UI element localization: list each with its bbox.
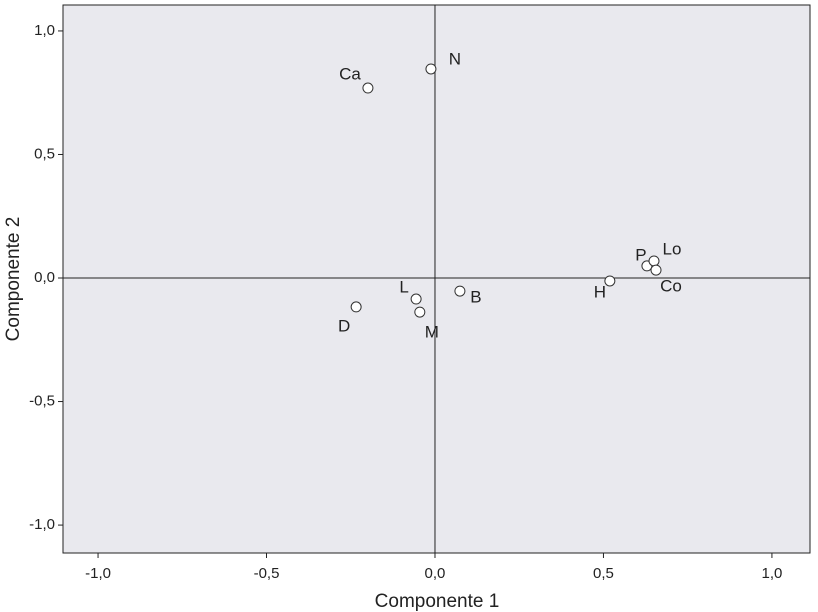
point bbox=[414, 306, 426, 318]
y-tick-label: 0,5 bbox=[34, 145, 55, 162]
point bbox=[362, 82, 374, 94]
x-tick-label: -0,5 bbox=[254, 565, 280, 582]
y-tick-label: -0,5 bbox=[29, 393, 55, 410]
y-tick-label: -1,0 bbox=[29, 516, 55, 533]
y-tick-label: 0,0 bbox=[34, 269, 55, 286]
point-label: Lo bbox=[663, 239, 682, 258]
point bbox=[648, 255, 660, 267]
point bbox=[350, 301, 362, 313]
x-tick-label: -1,0 bbox=[85, 565, 111, 582]
point-label: D bbox=[338, 316, 350, 335]
y-tick-label: 1,0 bbox=[34, 22, 55, 39]
x-tick-label: 0,5 bbox=[593, 565, 614, 582]
point-label: P bbox=[635, 245, 646, 264]
point bbox=[604, 275, 616, 287]
point-label: M bbox=[425, 323, 439, 342]
point-label: N bbox=[449, 49, 461, 68]
point bbox=[425, 63, 437, 75]
point-label: L bbox=[399, 277, 408, 296]
x-tick-label: 1,0 bbox=[761, 565, 782, 582]
point-label: B bbox=[470, 288, 481, 307]
point-label: Co bbox=[660, 277, 682, 296]
x-axis-title: Componente 1 bbox=[375, 591, 500, 612]
point-label: H bbox=[594, 282, 606, 301]
plot-area bbox=[62, 4, 811, 554]
point bbox=[454, 285, 466, 297]
point bbox=[410, 293, 422, 305]
y-axis-title: Componente 2 bbox=[3, 217, 24, 342]
x-tick-label: 0,0 bbox=[425, 565, 446, 582]
point bbox=[650, 264, 662, 276]
point-label: Ca bbox=[339, 64, 361, 83]
